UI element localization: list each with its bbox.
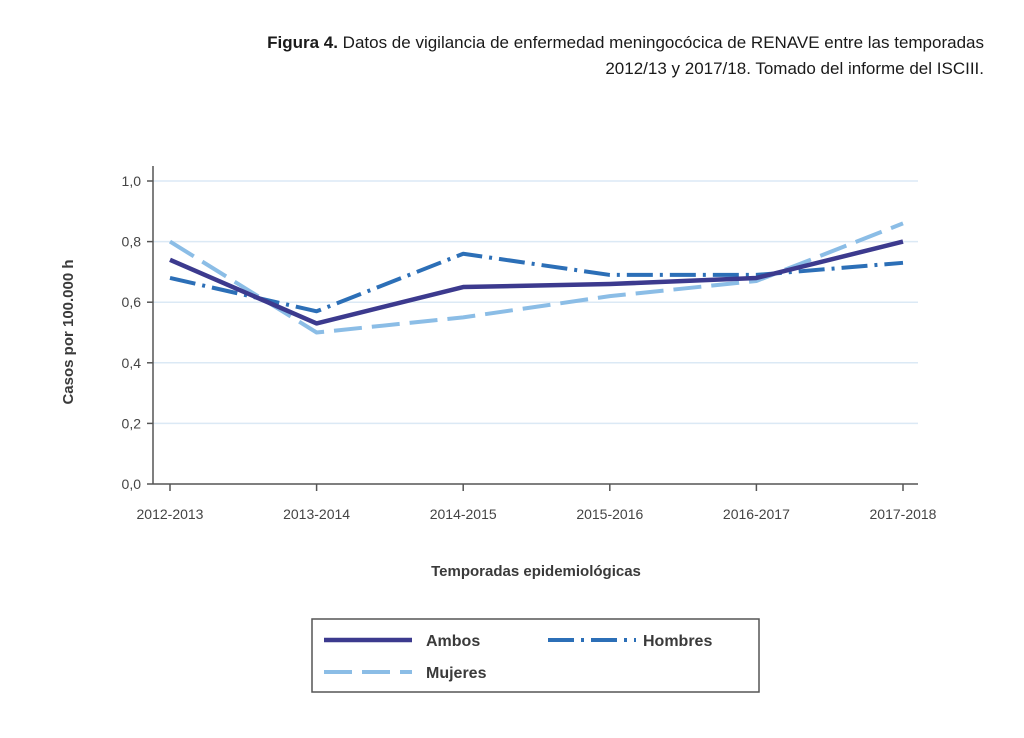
x-tick-label: 2012-2013 (137, 506, 204, 522)
series-line-mujeres (168, 221, 904, 335)
y-tick-label: 1,0 (122, 173, 142, 189)
x-tick-label: 2014-2015 (430, 506, 497, 522)
y-tick-label: 0,2 (122, 415, 142, 431)
legend-box (311, 618, 760, 693)
x-tick-label: 2013-2014 (283, 506, 350, 522)
x-tick-label: 2016-2017 (723, 506, 790, 522)
y-axis-title: Casos por 100.000 h (60, 259, 77, 404)
axes (147, 166, 918, 491)
series-lines (168, 221, 904, 335)
y-tick-label: 0,8 (122, 234, 142, 250)
y-tick-labels: 0,0 0,2 0,4 0,6 0,8 1,0 (122, 173, 142, 492)
x-tick-labels: 2012-2013 2013-2014 2014-2015 2015-2016 2016… (137, 506, 937, 522)
x-tick-label: 2015-2016 (576, 506, 643, 522)
legend-label-hombres: Hombres (643, 633, 712, 650)
figure-caption-label: Figura 4. (267, 33, 338, 52)
y-tick-label: 0,4 (122, 355, 142, 371)
figure-caption-text: Datos de vigilancia de enfermedad mening… (337, 33, 984, 78)
y-tick-label: 0,0 (122, 476, 142, 492)
figure-caption: Figura 4. Datos de vigilancia de enferme… (224, 30, 984, 82)
legend-label-mujeres: Mujeres (426, 665, 487, 682)
x-tick-label: 2017-2018 (870, 506, 937, 522)
y-tick-label: 0,6 (122, 294, 142, 310)
x-axis-title: Temporadas epidemiológicas (431, 563, 641, 580)
series-line-ambos (169, 239, 904, 326)
legend-label-ambos: Ambos (426, 633, 480, 650)
legend: Ambos Hombres Mujeres (311, 618, 760, 693)
gridlines (153, 180, 918, 425)
